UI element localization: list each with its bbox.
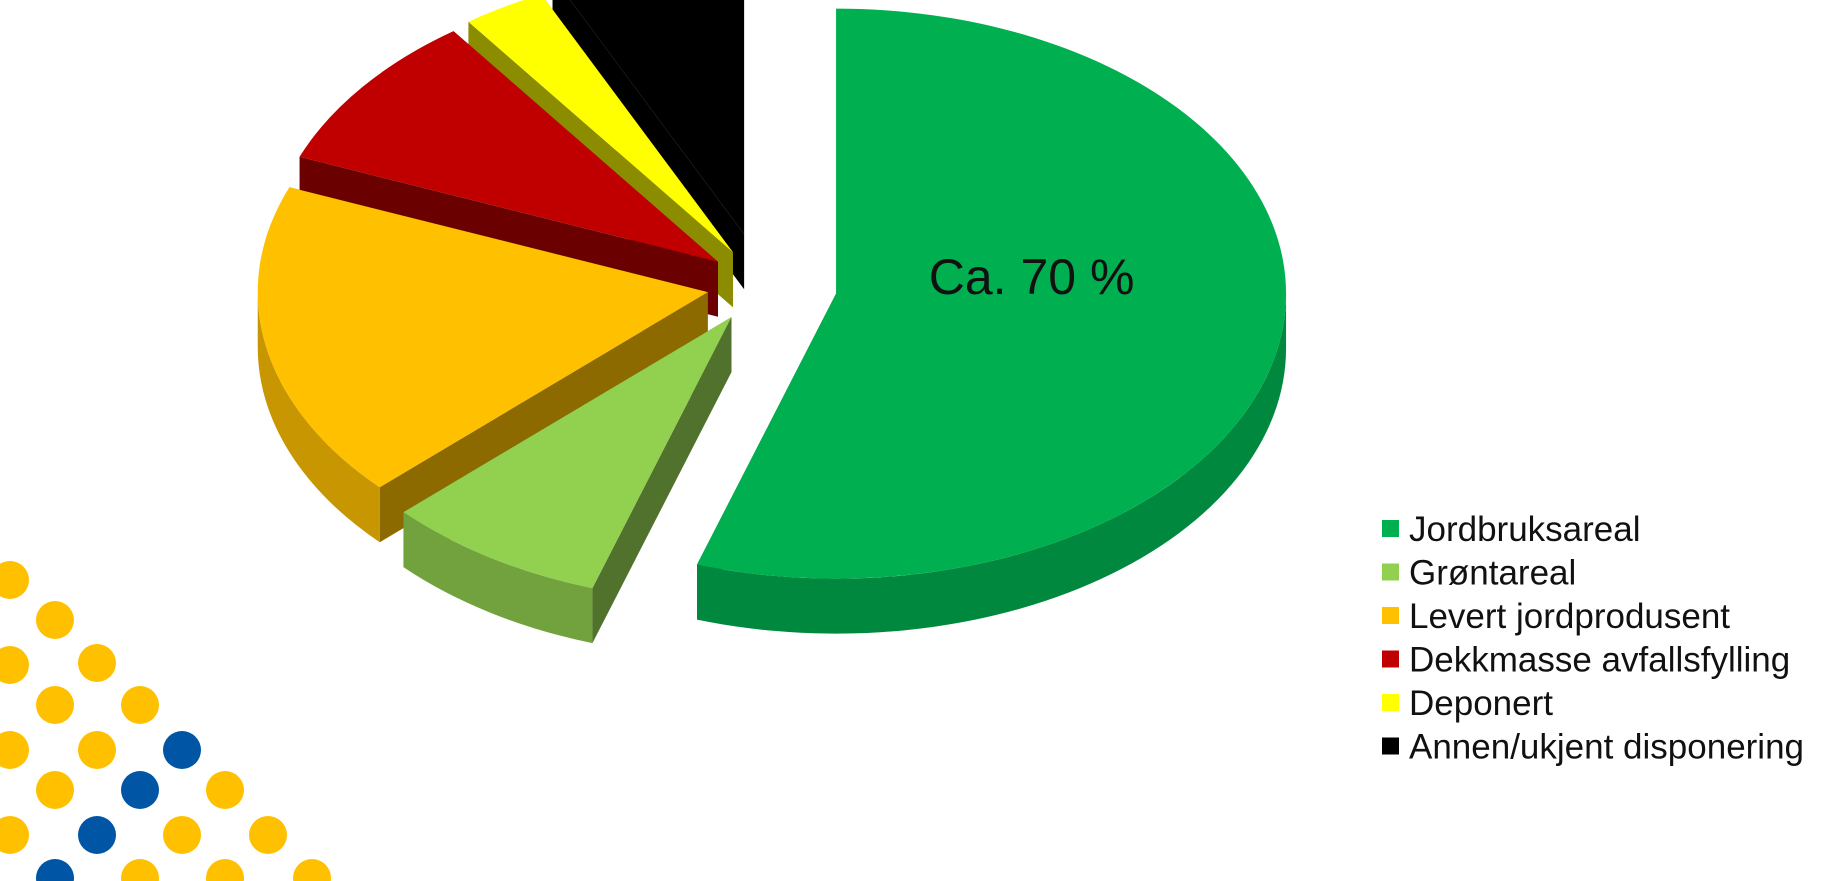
legend: Jordbruksareal Grøntareal Levert jordprodu… [1382, 510, 1804, 767]
slice-annotation-jordbruksareal: Ca. 70 % [929, 249, 1135, 305]
legend-label: Deponert [1409, 684, 1553, 723]
legend-item-jordbruksareal: Jordbruksareal [1382, 510, 1641, 549]
logo-dot [0, 731, 29, 769]
logo-dot [36, 771, 74, 809]
legend-label: Grøntareal [1409, 554, 1576, 593]
pie-slices [257, 0, 1287, 644]
logo-dot [36, 859, 74, 881]
legend-swatch [1382, 607, 1399, 624]
logo-dot [36, 686, 74, 724]
legend-label: Jordbruksareal [1409, 510, 1641, 549]
legend-item-levert-jordprodusent: Levert jordprodusent [1382, 597, 1730, 636]
logo-dot [0, 561, 29, 599]
logo-dot [78, 731, 116, 769]
legend-label: Levert jordprodusent [1409, 597, 1730, 636]
legend-item-deponert: Deponert [1382, 684, 1553, 723]
logo-dot [206, 859, 244, 881]
logo-dot [0, 646, 29, 684]
logo-dot [121, 771, 159, 809]
legend-item-annen-ukjent-disponering: Annen/ukjent disponering [1382, 728, 1804, 767]
logo-dot [293, 859, 331, 881]
legend-item-grontareal: Grøntareal [1382, 554, 1576, 593]
slice-jordbruksareal [696, 8, 1287, 634]
logo-dot [121, 686, 159, 724]
logo-dot [163, 816, 201, 854]
logo-dot [78, 644, 116, 682]
slice-labels: Ca. 70 % [929, 249, 1135, 305]
legend-swatch [1382, 520, 1399, 537]
dot-pattern-logo [0, 561, 331, 881]
legend-swatch [1382, 694, 1399, 711]
slice-grontareal [403, 317, 732, 644]
logo-dot [206, 771, 244, 809]
logo-dot [163, 731, 201, 769]
logo-dot [0, 816, 29, 854]
logo-dot [36, 601, 74, 639]
legend-label: Dekkmasse avfallsfylling [1409, 641, 1790, 680]
legend-label: Annen/ukjent disponering [1409, 728, 1804, 767]
logo-dot [78, 816, 116, 854]
logo-dot [121, 859, 159, 881]
legend-swatch [1382, 563, 1399, 581]
legend-swatch [1382, 650, 1399, 668]
legend-swatch [1382, 737, 1399, 755]
logo-dot [249, 816, 287, 854]
legend-item-dekkmasse-avfallsfylling: Dekkmasse avfallsfylling [1382, 641, 1790, 680]
